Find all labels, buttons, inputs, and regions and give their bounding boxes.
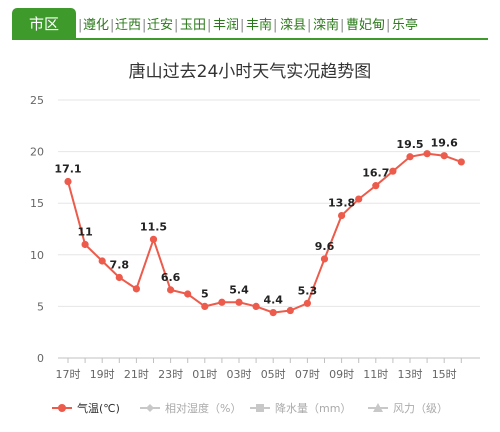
data-label: 11	[77, 225, 92, 238]
y-tick-label: 10	[30, 249, 44, 262]
tab-luanxian[interactable]: 滦县	[280, 18, 307, 33]
tab-luannan[interactable]: 滦南	[313, 18, 340, 33]
tab-separator: |	[273, 18, 278, 33]
x-tick-label: 17时	[56, 368, 81, 381]
tab-fengnan[interactable]: 丰南	[246, 18, 273, 33]
data-point	[457, 158, 465, 166]
data-point	[286, 306, 294, 315]
tab-zunhua[interactable]: 遵化	[83, 18, 110, 33]
tab-separator: |	[240, 18, 245, 33]
data-label: 19.5	[396, 138, 423, 151]
data-point	[98, 257, 106, 265]
chart-title: 唐山过去24小时天气实况趋势图	[128, 62, 372, 82]
tab-separator: |	[142, 18, 147, 33]
data-point	[320, 255, 329, 263]
legend-swatch-marker	[58, 404, 66, 412]
data-point	[235, 298, 243, 306]
y-tick-label: 15	[30, 197, 44, 210]
data-point	[423, 150, 431, 158]
legend-label: 气温(℃)	[77, 401, 120, 415]
tab-separator: |	[307, 18, 312, 33]
tab-city-district[interactable]: 市区	[12, 8, 76, 40]
data-label: 13.8	[328, 197, 355, 210]
data-point	[115, 273, 123, 282]
legend-label: 相对湿度（%）	[165, 401, 241, 415]
legend-item-0[interactable]: 气温(℃)	[52, 401, 120, 415]
legend-swatch-marker	[373, 403, 383, 412]
data-point	[372, 182, 380, 190]
tab-qianan[interactable]: 迁安	[147, 18, 174, 33]
x-tick-label: 19时	[90, 368, 115, 381]
data-point	[167, 286, 175, 294]
tab-fengrun[interactable]: 丰润	[213, 18, 240, 33]
legend-swatch-marker	[256, 404, 264, 412]
x-tick-label: 23时	[158, 368, 183, 381]
tab-separator: |	[78, 18, 83, 33]
y-tick-label: 25	[30, 94, 44, 107]
legend-item-3[interactable]: 风力（级）	[368, 402, 448, 415]
data-point	[64, 177, 72, 186]
legend-item-2[interactable]: 降水量（mm）	[250, 401, 351, 415]
x-tick-label: 21时	[124, 368, 149, 381]
tab-underline	[12, 38, 488, 40]
tab-separator: |	[340, 18, 345, 33]
data-point	[184, 290, 192, 298]
city-tab-bar: 市区 | 遵化 | 迁西 | 迁安 | 玉田 | 丰润 | 丰南 | 滦县 | …	[0, 0, 500, 40]
x-tick-label: 09时	[329, 368, 354, 381]
x-tick-label: 03时	[227, 368, 252, 381]
legend-label: 降水量（mm）	[275, 401, 351, 415]
data-label: 7.8	[110, 259, 130, 272]
x-tick-label: 15时	[432, 368, 457, 381]
data-label: 19.6	[431, 137, 458, 150]
data-point	[252, 302, 260, 310]
tab-yutian[interactable]: 玉田	[180, 18, 207, 33]
legend-item-1[interactable]: 相对湿度（%）	[140, 401, 241, 415]
data-point	[269, 308, 277, 317]
data-label: 9.6	[315, 240, 335, 253]
data-point	[389, 167, 397, 175]
data-label: 16.7	[362, 167, 389, 180]
y-tick-label: 5	[37, 300, 44, 313]
tab-qianxi[interactable]: 迁西	[115, 18, 142, 33]
data-label: 17.1	[54, 163, 81, 176]
data-label: 6.6	[161, 271, 181, 284]
data-point	[132, 285, 140, 293]
data-point	[218, 298, 226, 306]
tab-separator: |	[386, 18, 391, 33]
tab-separator: |	[174, 18, 179, 33]
data-point	[406, 153, 414, 161]
data-point	[355, 195, 363, 203]
x-tick-label: 13时	[398, 368, 423, 381]
x-tick-label: 01时	[192, 368, 217, 381]
data-label: 11.5	[140, 220, 167, 233]
x-tick-label: 05时	[261, 368, 286, 381]
tab-laoting[interactable]: 乐亭	[392, 18, 419, 33]
data-label: 5.4	[229, 283, 249, 296]
series-line	[67, 152, 462, 314]
x-tick-label: 11时	[363, 368, 388, 381]
data-label: 5.3	[298, 284, 318, 297]
data-label: 5	[201, 287, 209, 300]
y-tick-label: 0	[37, 352, 44, 365]
data-point	[338, 211, 346, 220]
data-label: 4.4	[263, 294, 283, 307]
tab-separator: |	[110, 18, 115, 33]
data-point	[440, 152, 448, 160]
tab-separator: |	[207, 18, 212, 33]
data-point	[303, 299, 311, 307]
legend-swatch-marker	[146, 404, 154, 412]
data-point	[201, 302, 209, 310]
x-tick-label: 07时	[295, 368, 320, 381]
data-point	[81, 240, 89, 249]
y-tick-label: 20	[30, 146, 44, 159]
legend-label: 风力（级）	[393, 402, 448, 415]
tab-caofeidian[interactable]: 曹妃甸	[346, 18, 386, 33]
data-point	[149, 235, 158, 243]
